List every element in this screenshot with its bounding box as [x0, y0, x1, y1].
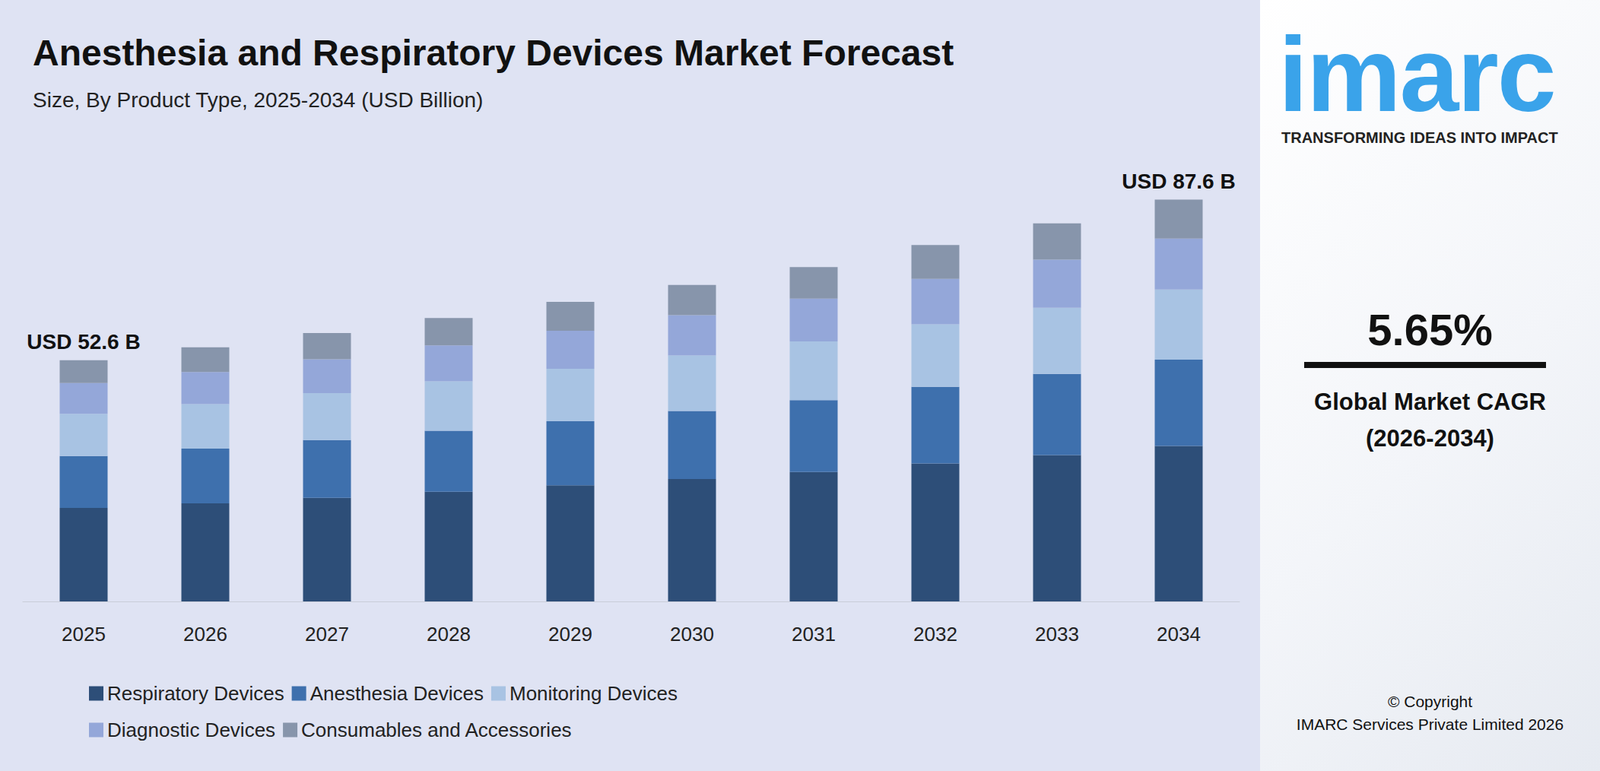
svg-text:Anesthesia Devices: Anesthesia Devices — [310, 682, 484, 705]
svg-text:2033: 2033 — [1034, 622, 1080, 646]
svg-text:Diagnostic Devices: Diagnostic Devices — [107, 718, 276, 742]
svg-text:Size, By Product Type, 2025-20: Size, By Product Type, 2025-2034 (USD Bi… — [32, 88, 483, 112]
svg-text:Consumables and Accessories: Consumables and Accessories — [301, 718, 572, 742]
html-text:(2026-2034): (2026-2034) — [1365, 425, 1495, 452]
svg-text:Monitoring Devices: Monitoring Devices — [509, 682, 678, 705]
svg-text:Anesthesia and Respiratory Dev: Anesthesia and Respiratory Devices Marke… — [32, 32, 954, 74]
svg-text:2025: 2025 — [61, 622, 106, 646]
svg-text:2034: 2034 — [1156, 622, 1201, 646]
svg-text:2031: 2031 — [791, 622, 836, 646]
svg-text:2030: 2030 — [669, 622, 715, 646]
html-text:IMARC Services Private Limited: IMARC Services Private Limited 2026 — [1296, 715, 1564, 734]
html-text:TRANSFORMING IDEAS INTO IMPACT: TRANSFORMING IDEAS INTO IMPACT — [1281, 129, 1558, 147]
svg-text:USD 52.6 B: USD 52.6 B — [26, 330, 140, 354]
svg-text:2032: 2032 — [913, 622, 958, 646]
html-text:© Copyright: © Copyright — [1387, 692, 1473, 711]
html-text:Global Market CAGR: Global Market CAGR — [1314, 388, 1546, 416]
svg-text:2026: 2026 — [183, 622, 228, 646]
svg-text:Respiratory Devices: Respiratory Devices — [107, 682, 285, 705]
svg-text:2029: 2029 — [548, 622, 593, 646]
svg-text:2027: 2027 — [304, 622, 350, 646]
html-text:imarc: imarc — [1278, 14, 1555, 134]
svg-text:2028: 2028 — [426, 622, 471, 646]
html-text:5.65%: 5.65% — [1367, 304, 1493, 355]
svg-text:USD 87.6 B: USD 87.6 B — [1121, 169, 1235, 194]
